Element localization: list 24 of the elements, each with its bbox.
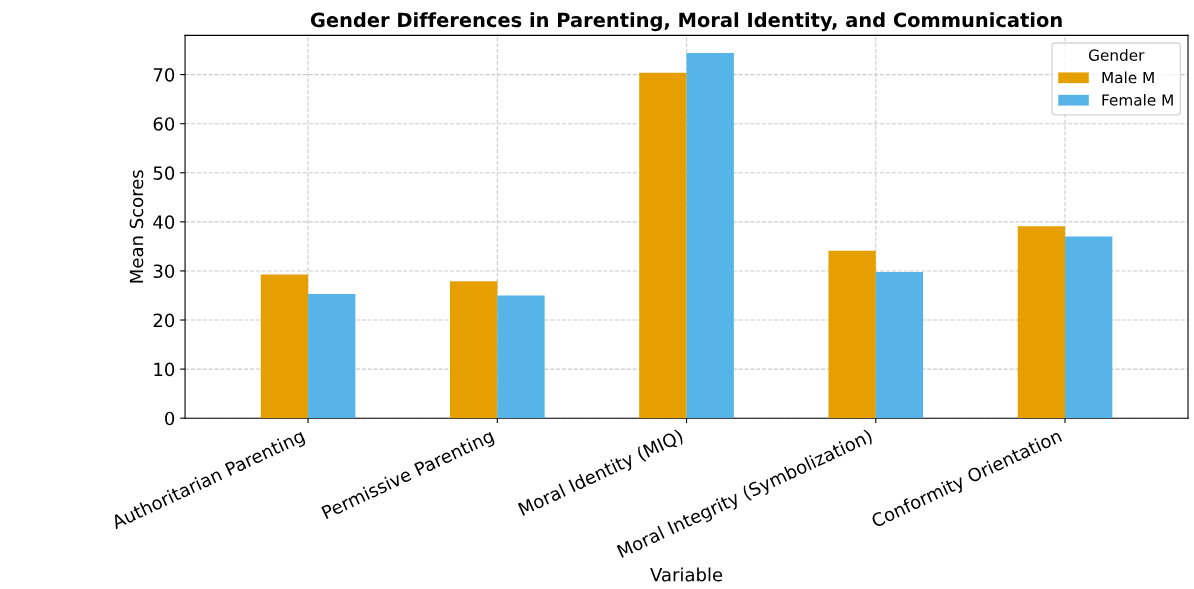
- bar: [260, 274, 309, 419]
- bar: [497, 295, 545, 419]
- bar: [686, 53, 734, 419]
- legend-label: Female M: [1102, 93, 1173, 106]
- y-tick-label: 10: [154, 362, 175, 377]
- bar: [828, 250, 876, 419]
- y-tick-label: 40: [153, 215, 175, 229]
- x-axis-title: Variable: [650, 567, 723, 582]
- y-tick-label: 0: [165, 411, 175, 426]
- y-tick-label: 30: [153, 264, 175, 279]
- chart-title: Gender Differences in Parenting, Moral Identity, and Communication: [310, 12, 1062, 32]
- y-tick-label: 70: [153, 68, 175, 82]
- legend-title: Gender: [1088, 49, 1145, 61]
- legend-label: Male M: [1102, 71, 1154, 84]
- bar: [639, 72, 687, 419]
- y-tick-label: 20: [153, 313, 175, 328]
- bar: [308, 294, 356, 419]
- y-axis-title: Mean Scores: [129, 170, 144, 283]
- bar: [1065, 236, 1113, 419]
- y-tick-label: 50: [153, 166, 175, 180]
- bar: [450, 281, 498, 419]
- bar: [875, 271, 924, 419]
- y-tick-label: 60: [153, 117, 175, 131]
- bar: [1017, 226, 1066, 419]
